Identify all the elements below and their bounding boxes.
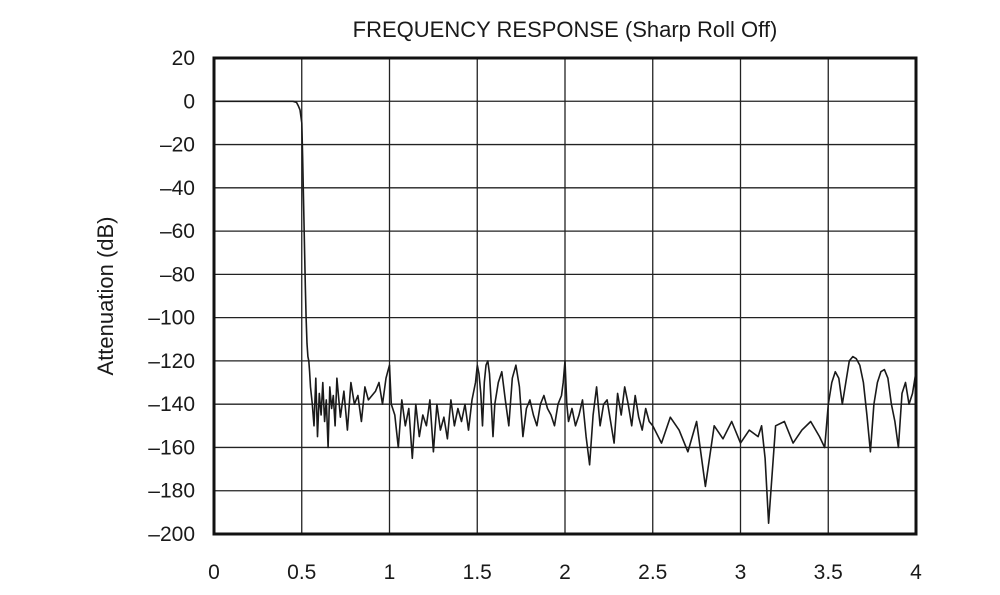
series-line bbox=[214, 100, 917, 524]
y-axis-tick-labels: 20 0 –20 –40 –60 –80 –100 –120 –140 –160 –180 –200 bbox=[148, 47, 195, 546]
series-group bbox=[214, 100, 917, 524]
x-tick-label: 3 bbox=[735, 561, 747, 584]
y-tick-label: –60 bbox=[160, 220, 195, 243]
y-tick-label: –120 bbox=[148, 350, 195, 373]
x-tick-label: 1.5 bbox=[463, 561, 492, 584]
y-tick-label: –140 bbox=[148, 393, 195, 416]
x-tick-label: 1 bbox=[384, 561, 396, 584]
x-tick-label: 4 bbox=[910, 561, 922, 584]
y-axis-label: Attenuation (dB) bbox=[93, 217, 118, 376]
x-tick-label: 2 bbox=[559, 561, 571, 584]
y-tick-label: –20 bbox=[160, 134, 195, 157]
y-tick-label: –200 bbox=[148, 523, 195, 546]
chart-title: FREQUENCY RESPONSE (Sharp Roll Off) bbox=[353, 17, 778, 42]
x-tick-label: 0.5 bbox=[287, 561, 316, 584]
y-tick-label: 20 bbox=[172, 47, 195, 70]
y-tick-label: –180 bbox=[148, 480, 195, 503]
y-tick-label: 0 bbox=[183, 90, 195, 113]
x-axis-tick-labels: 0 0.5 1 1.5 2 2.5 3 3.5 4 bbox=[208, 561, 922, 584]
x-tick-label: 0 bbox=[208, 561, 220, 584]
y-tick-label: –80 bbox=[160, 263, 195, 286]
grid-lines bbox=[214, 58, 916, 534]
x-tick-label: 3.5 bbox=[814, 561, 843, 584]
x-tick-label: 2.5 bbox=[638, 561, 667, 584]
y-tick-label: –100 bbox=[148, 307, 195, 330]
plot-frame bbox=[212, 56, 918, 536]
y-tick-label: –40 bbox=[160, 177, 195, 200]
y-tick-label: –160 bbox=[148, 436, 195, 459]
